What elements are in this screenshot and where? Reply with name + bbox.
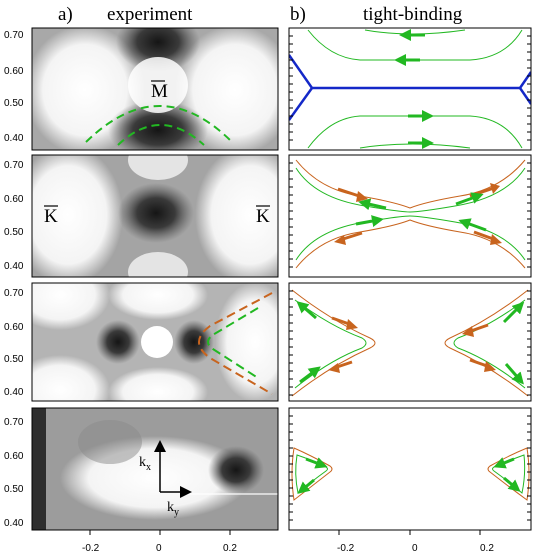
tb-panel-1 (289, 29, 531, 149)
ytick-p2-050: 0.50 (4, 227, 24, 238)
ytick-p4-060: 0.60 (4, 451, 24, 462)
y-ticks-panel-2: 0.70 0.60 0.50 0.40 (4, 160, 24, 272)
label-b: b) (290, 4, 306, 25)
ytick-p2-060: 0.60 (4, 194, 24, 205)
xtick-right-02: 0.2 (480, 543, 494, 554)
ytick-p3-060: 0.60 (4, 322, 24, 333)
ytick-p3-040: 0.40 (4, 387, 24, 398)
kx-label: kx (139, 455, 151, 473)
ky-label: ky (167, 500, 179, 518)
kx-label-sub: x (146, 462, 151, 473)
ytick-p4-070: 0.70 (4, 417, 24, 428)
experiment-panel-2 (32, 155, 278, 277)
tb-panel-4 (291, 447, 530, 501)
x-ticks-right: -0.2 0 0.2 (337, 543, 494, 554)
label-a: a) (58, 4, 73, 25)
ytick-p1-060: 0.60 (4, 66, 24, 77)
y-ticks-panel-3: 0.70 0.60 0.50 0.40 (4, 288, 24, 398)
xtick-left-02: 0.2 (223, 543, 237, 554)
y-ticks-panel-1: 0.70 0.60 0.50 0.40 (4, 30, 24, 144)
ytick-p2-040: 0.40 (4, 261, 24, 272)
ky-label-sub: y (174, 507, 179, 518)
dispersion-curve-inner (117, 124, 205, 146)
tb-panel-3 (291, 289, 529, 397)
xtick-right-0: 0 (412, 543, 418, 554)
tb-frame-1 (288, 27, 532, 151)
xtick-left-0: 0 (156, 543, 162, 554)
experiment-frame-2 (31, 154, 279, 278)
tb-panel-2 (295, 159, 526, 269)
ky-label-main: k (167, 500, 174, 515)
ytick-p1-050: 0.50 (4, 98, 24, 109)
dashed-orange-band (198, 292, 273, 395)
tb-frame-3 (288, 282, 532, 402)
tb-tick-marks (289, 35, 531, 535)
ytick-p4-050: 0.50 (4, 484, 24, 495)
ytick-p3-070: 0.70 (4, 288, 24, 299)
title-tight-binding: tight-binding (363, 4, 463, 25)
ytick-p1-040: 0.40 (4, 133, 24, 144)
xtick-left-neg02: -0.2 (82, 543, 100, 554)
dashed-green-band (207, 307, 259, 379)
ytick-p4-040: 0.40 (4, 518, 24, 529)
experiment-panel-4 (32, 408, 278, 530)
ytick-p1-070: 0.70 (4, 30, 24, 41)
experiment-frame-4 (31, 407, 279, 531)
tb-frame-4 (288, 407, 532, 531)
y-ticks-panel-4: 0.70 0.60 0.50 0.40 (4, 417, 24, 529)
experiment-frame-3 (31, 282, 279, 402)
k-bar-label-left: K (44, 206, 58, 227)
ky-arrow-head (180, 486, 192, 498)
kx-label-main: k (139, 455, 146, 470)
ytick-p3-050: 0.50 (4, 354, 24, 365)
title-experiment: experiment (107, 4, 193, 25)
ytick-p2-070: 0.70 (4, 160, 24, 171)
experiment-frame-1 (31, 27, 279, 151)
x-ticks-left: -0.2 0 0.2 (82, 530, 237, 554)
kx-arrow-head (154, 440, 166, 452)
dispersion-curve-outer (85, 105, 233, 143)
experiment-panel-1 (32, 28, 278, 150)
tb-frame-2 (288, 154, 532, 278)
m-bar-label: M (151, 81, 168, 102)
experiment-panel-3 (32, 283, 278, 401)
xtick-right-neg02: -0.2 (337, 543, 355, 554)
k-bar-label-right: K (256, 206, 270, 227)
